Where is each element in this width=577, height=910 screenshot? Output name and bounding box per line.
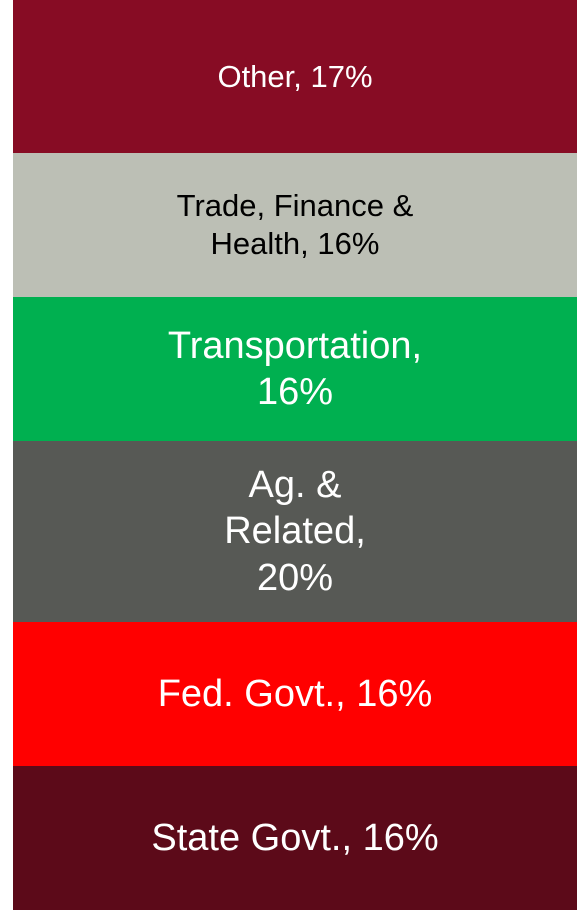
bar-segment: State Govt., 16% xyxy=(13,765,577,910)
bar-segment: Ag. & Related, 20% xyxy=(13,441,577,622)
bar-segment: Transportation, 16% xyxy=(13,297,577,442)
segment-label: Transportation, 16% xyxy=(167,325,423,414)
segment-label: Fed. Govt., 16% xyxy=(157,672,433,715)
segment-label: State Govt., 16% xyxy=(151,816,439,859)
bar-segment: Other, 17% xyxy=(13,0,577,154)
segment-label: Ag. & Related, 20% xyxy=(224,464,366,599)
segment-label: Other, 17% xyxy=(217,58,373,94)
bar-segment: Trade, Finance & Health, 16% xyxy=(13,153,577,298)
segment-label: Trade, Finance & Health, 16% xyxy=(176,188,414,262)
bar-segment: Fed. Govt., 16% xyxy=(13,621,577,766)
